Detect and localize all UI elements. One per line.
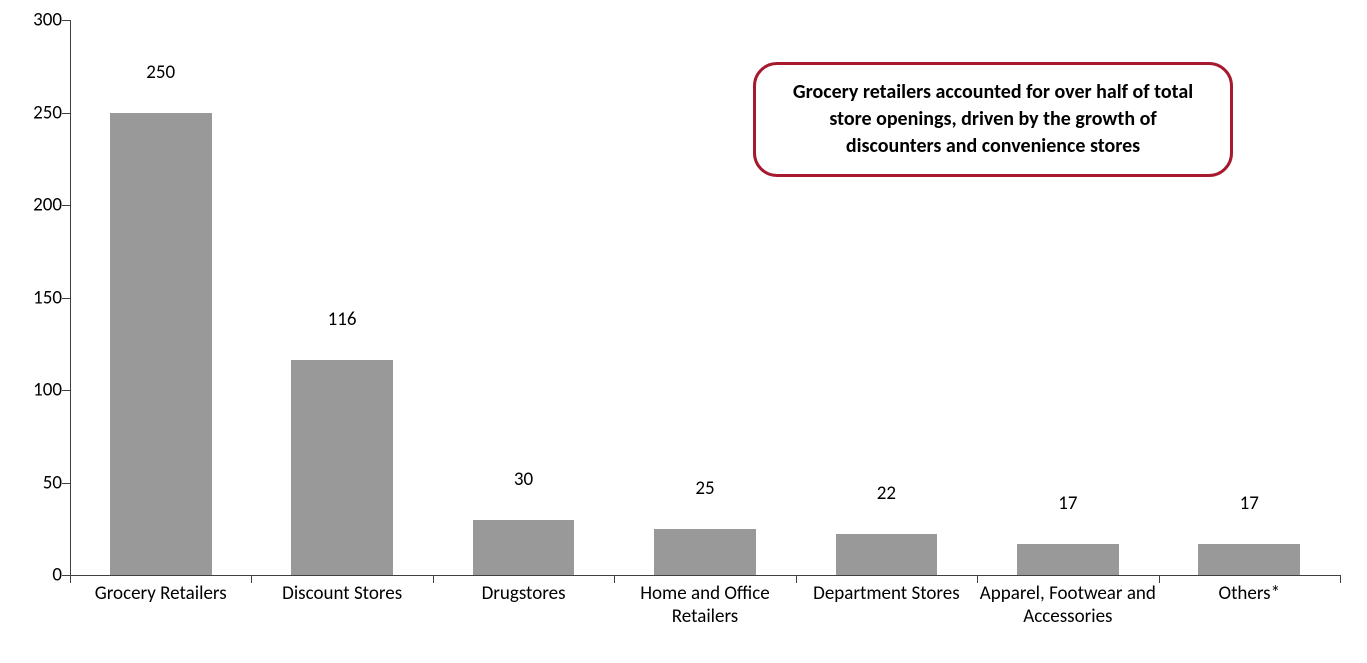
y-tick-mark: [62, 205, 70, 206]
x-tick-mark: [1159, 575, 1160, 583]
bar-value-label: 17: [1198, 492, 1300, 515]
annotation-callout: Grocery retailers accounted for over hal…: [753, 62, 1233, 177]
x-category-label: Grocery Retailers: [70, 583, 251, 606]
x-tick-mark: [70, 575, 71, 583]
bar-value-label: 116: [291, 308, 393, 331]
x-category-label: Department Stores: [796, 583, 977, 606]
bar-chart: 0 50 100 150 200 250 300 250 116 30 25 22 17 17 Groc…: [0, 0, 1367, 663]
x-tick-mark: [251, 575, 252, 583]
x-category-label: Others*: [1159, 583, 1340, 606]
y-tick-mark: [62, 390, 70, 391]
bar: [110, 113, 212, 576]
bar-value-label: 30: [473, 468, 575, 491]
y-tick-label: 300: [12, 9, 62, 32]
bar-value-label: 250: [110, 61, 212, 84]
x-category-label: Apparel, Footwear and Accessories: [977, 583, 1158, 629]
x-tick-mark: [433, 575, 434, 583]
y-tick-mark: [62, 298, 70, 299]
y-tick-label: 50: [12, 471, 62, 494]
bar: [836, 534, 938, 575]
bar: [654, 529, 756, 575]
x-tick-mark: [1340, 575, 1341, 583]
y-tick-mark: [62, 483, 70, 484]
callout-text: Grocery retailers accounted for over hal…: [793, 80, 1193, 158]
bar: [1198, 544, 1300, 575]
bar: [1017, 544, 1119, 575]
y-tick-label: 0: [12, 564, 62, 587]
x-category-label: Drugstores: [433, 583, 614, 606]
bar-value-label: 25: [654, 477, 756, 500]
bar: [291, 360, 393, 575]
x-category-label: Home and Office Retailers: [614, 583, 795, 629]
y-tick-mark: [62, 575, 70, 576]
x-category-label: Discount Stores: [251, 583, 432, 606]
bar-value-label: 17: [1017, 492, 1119, 515]
y-tick-label: 200: [12, 194, 62, 217]
x-tick-mark: [796, 575, 797, 583]
bar-value-label: 22: [836, 482, 938, 505]
x-tick-mark: [977, 575, 978, 583]
y-tick-label: 100: [12, 379, 62, 402]
x-axis-line: [70, 575, 1340, 576]
y-tick-mark: [62, 20, 70, 21]
y-tick-mark: [62, 113, 70, 114]
y-tick-label: 250: [12, 101, 62, 124]
bar: [473, 520, 575, 576]
x-tick-mark: [614, 575, 615, 583]
y-tick-label: 150: [12, 286, 62, 309]
